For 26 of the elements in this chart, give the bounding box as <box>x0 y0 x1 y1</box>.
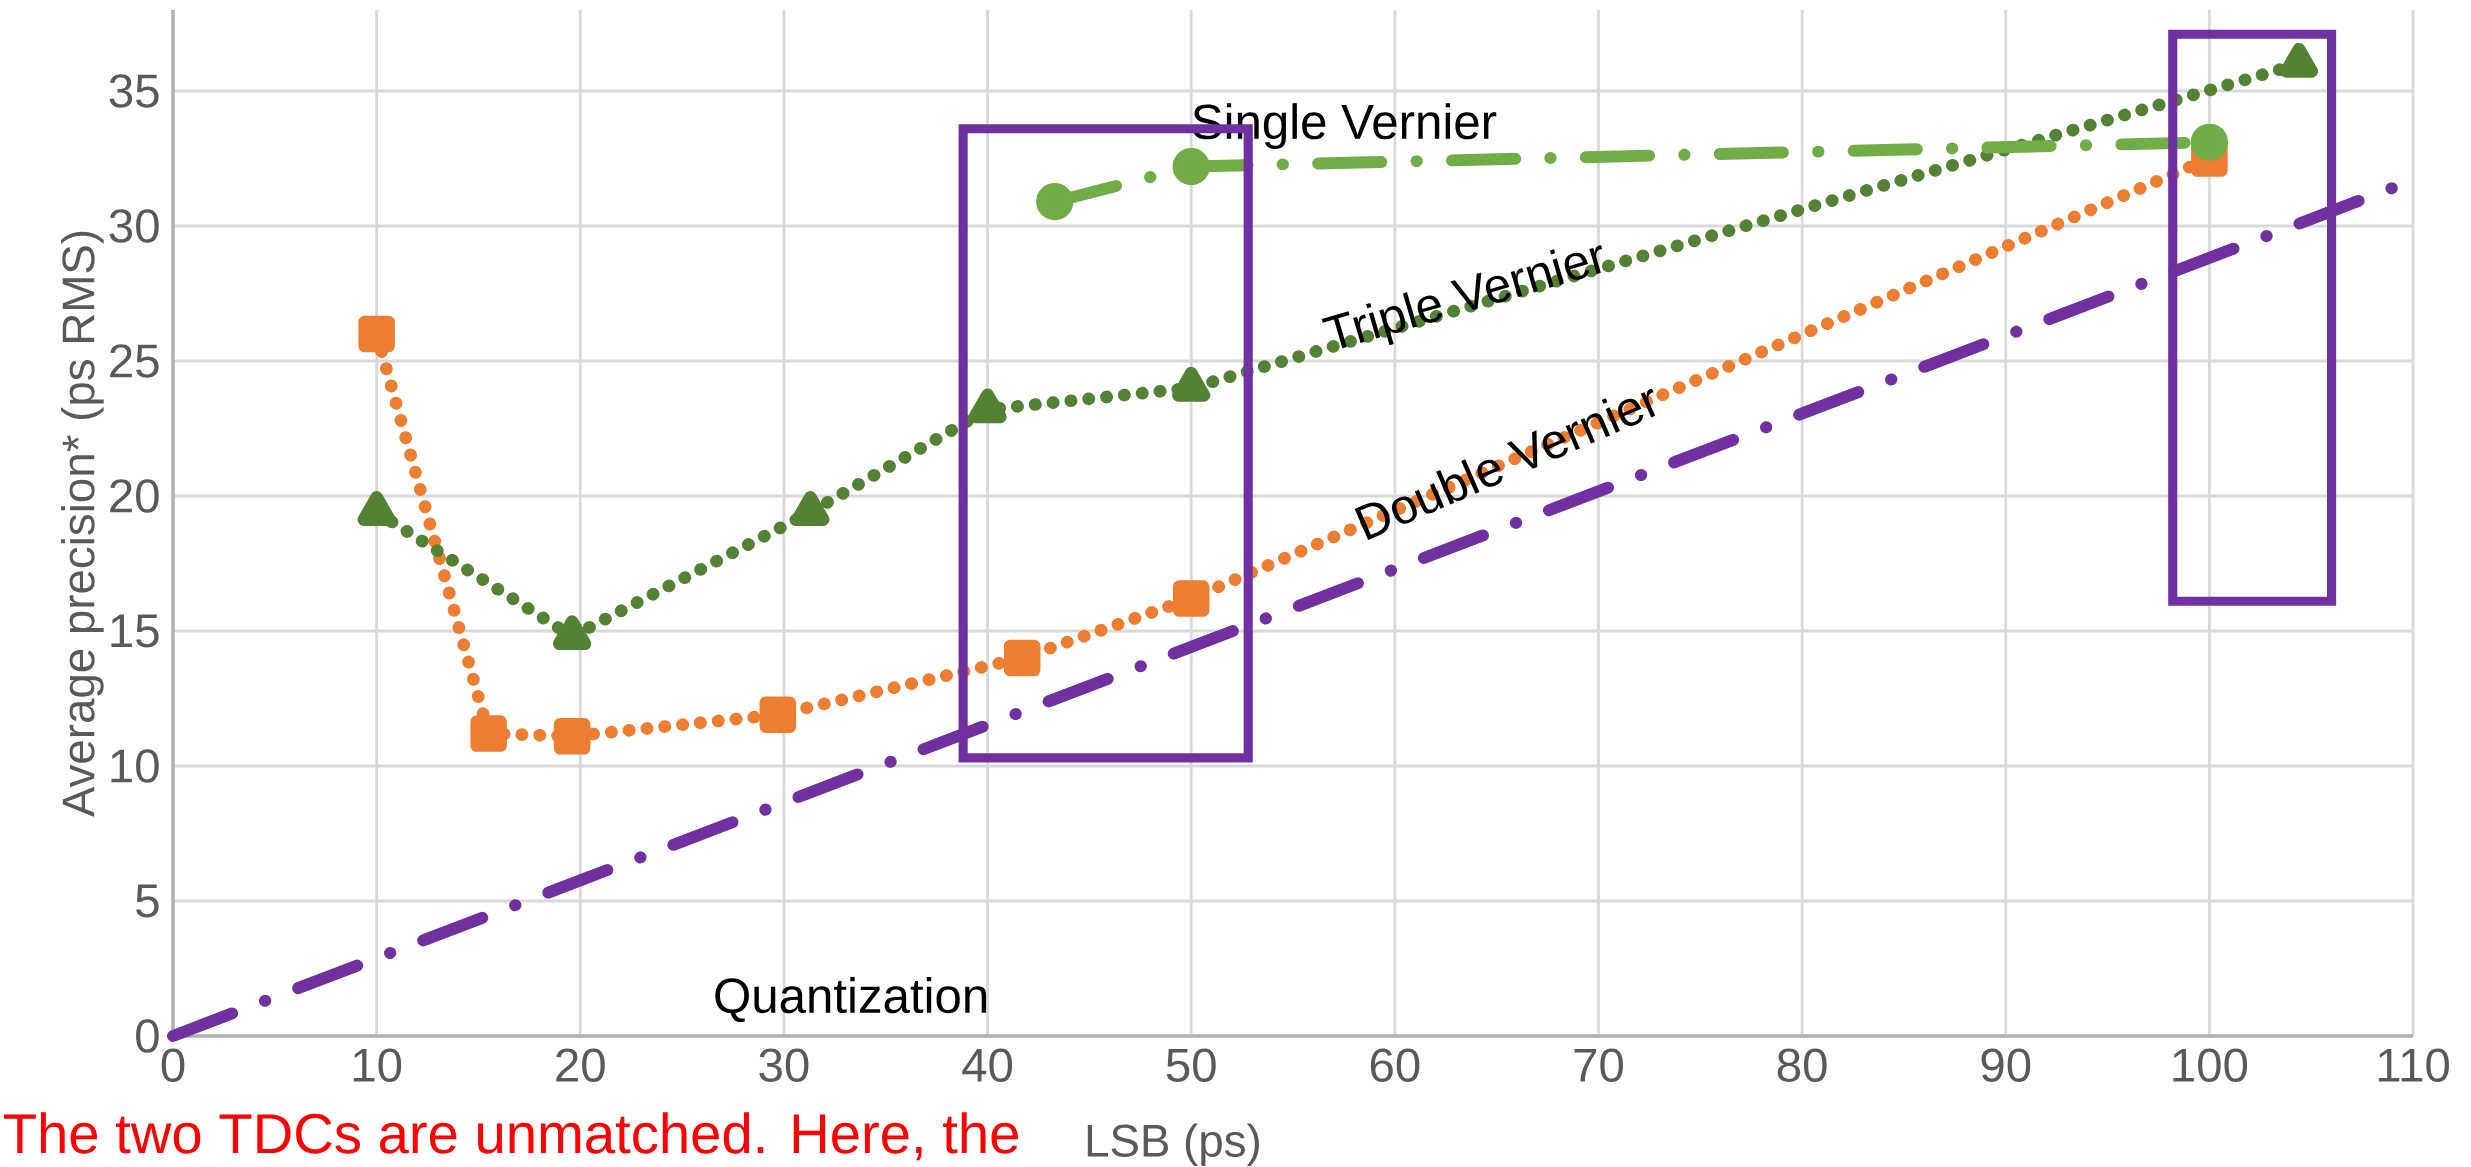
x-tick-label: 60 <box>1370 1048 1420 1082</box>
x-tick-label: 80 <box>1777 1048 1827 1082</box>
y-tick-label: 15 <box>111 614 159 648</box>
text: Quantization <box>715 977 987 1023</box>
x-tick-label: 70 <box>1574 1048 1623 1082</box>
x-tick-label: 0 <box>161 1048 185 1082</box>
text: Triple Vernier <box>1321 245 1603 349</box>
y-axis-title: Average precision* (ps RMS) <box>61 231 104 818</box>
x-tick-label: 30 <box>759 1048 809 1082</box>
x-tick-label: 110 <box>2378 1048 2449 1082</box>
x-tick-label: 50 <box>1166 1048 1216 1082</box>
y-tick-label: 25 <box>110 344 159 378</box>
x-tick-label: 20 <box>556 1048 605 1082</box>
y-tick-label: 0 <box>136 1019 159 1053</box>
y-tick-label: 10 <box>111 749 159 783</box>
x-tick-label: 40 <box>962 1048 1013 1082</box>
x-tick-label: 100 <box>2173 1048 2248 1082</box>
text: The two TDCs are unmatched. Here, the <box>3 1112 1018 1161</box>
x-tick-label: 10 <box>353 1048 402 1082</box>
x-axis-title: LSB (ps) <box>1087 1123 1259 1166</box>
y-tick-label: 30 <box>109 209 159 243</box>
x-tick-label: 90 <box>1981 1048 2031 1082</box>
y-tick-label: 5 <box>136 884 159 918</box>
text: Double Vernier <box>1354 388 1656 541</box>
y-tick-label: 20 <box>110 479 159 513</box>
y-tick-label: 35 <box>109 74 159 108</box>
